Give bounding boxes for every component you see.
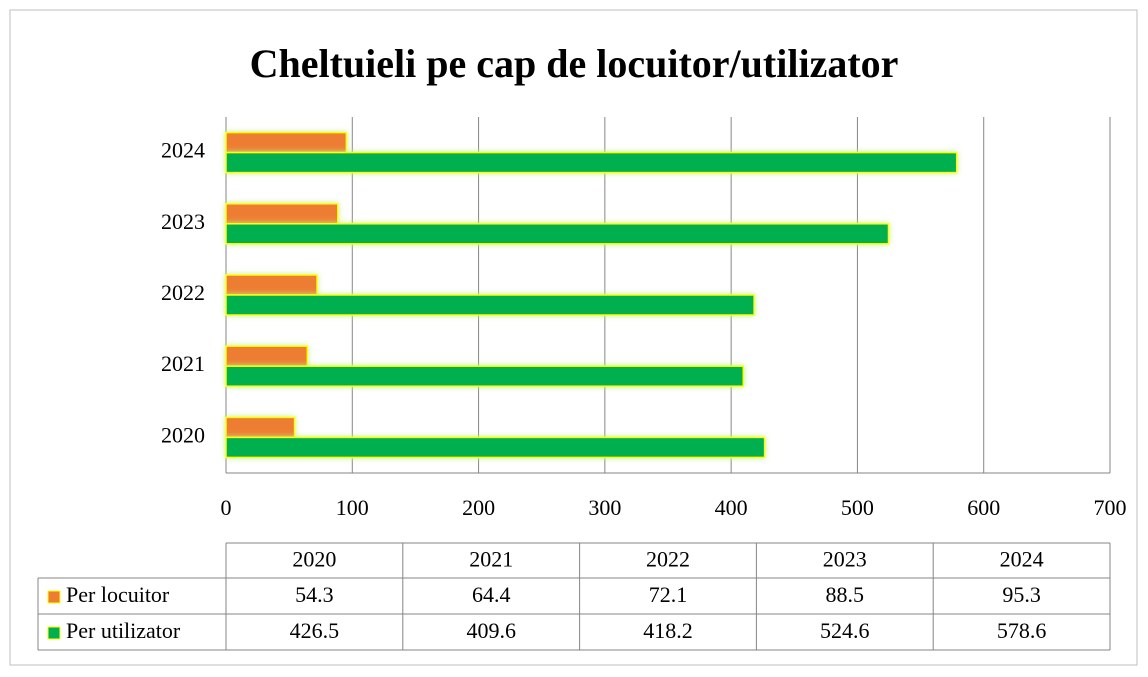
table-value: 578.6	[997, 618, 1047, 643]
table-header: 2021	[469, 547, 513, 572]
bar	[225, 365, 745, 387]
table-value: 54.3	[295, 582, 334, 607]
bar	[225, 131, 348, 154]
bar	[225, 151, 958, 174]
y-tick-label: 2024	[161, 138, 205, 163]
legend-label: Per utilizator	[66, 618, 181, 643]
y-tick-label: 2020	[161, 422, 205, 447]
table-value: 95.3	[1002, 582, 1041, 607]
x-tick-label: 700	[1094, 495, 1127, 520]
table-header: 2024	[1000, 547, 1044, 572]
bar	[225, 294, 755, 316]
bar	[225, 416, 296, 439]
bar	[225, 345, 309, 367]
table-value: 88.5	[826, 582, 865, 607]
legend-swatch	[47, 626, 61, 640]
x-tick-label: 300	[588, 495, 621, 520]
table-value: 64.4	[472, 582, 511, 607]
x-tick-label: 600	[967, 495, 1000, 520]
table-value: 426.5	[290, 618, 340, 643]
x-tick-label: 200	[462, 495, 495, 520]
table-header: 2022	[646, 547, 690, 572]
table-value: 418.2	[643, 618, 693, 643]
chart-title: Cheltuieli pe cap de locuitor/utilizator	[250, 41, 899, 86]
bar	[225, 274, 318, 296]
y-tick-label: 2022	[161, 280, 205, 305]
chart-frame	[9, 9, 1138, 666]
table-value: 409.6	[466, 618, 516, 643]
x-tick-label: 0	[221, 495, 232, 520]
x-tick-label: 500	[841, 495, 874, 520]
x-tick-label: 400	[715, 495, 748, 520]
table-value: 72.1	[649, 582, 688, 607]
bar	[225, 223, 890, 245]
bar	[225, 436, 766, 459]
legend-swatch	[47, 590, 61, 604]
table-header: 2023	[823, 547, 867, 572]
y-tick-label: 2023	[161, 209, 205, 234]
table-value: 524.6	[820, 618, 870, 643]
table-header: 2020	[292, 547, 336, 572]
bar	[225, 203, 339, 225]
y-tick-label: 2021	[161, 351, 205, 376]
legend-label: Per locuitor	[66, 582, 170, 607]
x-tick-label: 100	[336, 495, 369, 520]
